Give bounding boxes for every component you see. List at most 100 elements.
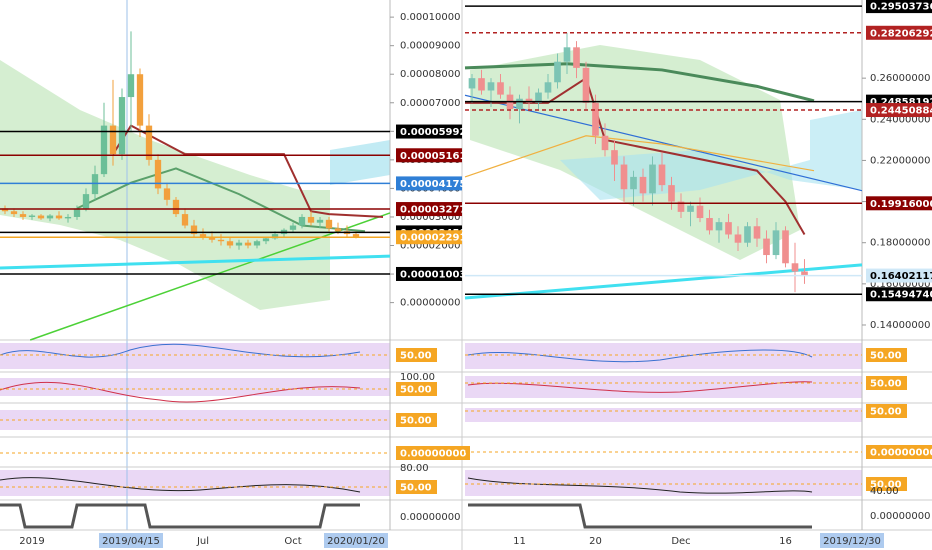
price-label-box (396, 124, 462, 139)
step-line (0, 503, 360, 529)
candle-body (649, 164, 656, 194)
candle-body (563, 47, 571, 62)
y-tick-label: 0.26000000 (870, 73, 930, 84)
candle-body (801, 271, 808, 276)
y-tick-label: 0.00010000 (400, 12, 460, 23)
candle-body (298, 216, 306, 226)
candle-body (791, 263, 799, 272)
indicator-line (464, 62, 815, 103)
level-label: 0.00000000 (400, 449, 466, 460)
indicator-line (0, 254, 391, 270)
band (0, 470, 390, 496)
candle-body (235, 242, 243, 246)
level-box (396, 446, 470, 460)
candle-body (763, 238, 770, 256)
y-tick-label: 0.18000000 (870, 238, 930, 249)
osc (467, 349, 813, 363)
price-label: 0.00002291 (400, 233, 466, 244)
candle-body (478, 78, 485, 91)
band (465, 470, 862, 496)
price-label-box (396, 148, 462, 163)
level-box (396, 413, 437, 427)
candle-body (289, 225, 297, 230)
candle-body (639, 176, 647, 194)
price-label-box (866, 103, 932, 118)
y-tick-label: 0.16000000 (870, 279, 930, 290)
level-label: 50.00 (400, 416, 432, 427)
level-box (866, 404, 907, 418)
candle-body (316, 219, 324, 223)
level-label: 50.00 (400, 483, 432, 494)
level-box (866, 477, 907, 491)
candle-body (334, 228, 342, 232)
y-tick-label: 0.00002000 (400, 241, 460, 252)
osc (0, 343, 361, 358)
price-label: 0.24450884 (870, 106, 932, 117)
candle-body (554, 61, 561, 83)
x-tick-label: 20 (589, 536, 602, 547)
candle-body (325, 219, 333, 229)
level-label: 50.00 (400, 385, 432, 396)
candle-body (582, 67, 590, 103)
level-box (866, 376, 907, 390)
candle-body (154, 159, 162, 189)
candle-body (73, 208, 81, 217)
candle-body (217, 239, 225, 242)
price-label-box (396, 230, 462, 245)
price-label: 0.24858192 (870, 97, 932, 108)
y-tick-label: 0.00003000 (400, 212, 460, 223)
candle-body (28, 215, 36, 217)
candle-body (687, 205, 694, 212)
osc (0, 477, 361, 493)
price-label-box (396, 176, 462, 191)
candle-body (544, 82, 552, 93)
candle-body (525, 98, 533, 103)
level-box (396, 348, 437, 362)
x-tick-label: 11 (513, 536, 526, 547)
level-label: 0.00000000 (400, 512, 460, 523)
level-label: 50.00 (870, 379, 902, 390)
price-label: 0.16402117 (870, 271, 932, 282)
x-label-box (324, 533, 388, 548)
y-tick-label: 0.00000000 (400, 298, 460, 309)
candle-body (190, 225, 198, 235)
x-tick-label: 2019/04/15 (102, 536, 160, 547)
candle-body (734, 234, 742, 243)
candle-body (262, 238, 270, 242)
candle-body (163, 188, 171, 200)
candle-body (497, 82, 504, 95)
x-tick-label: 2019/12/30 (823, 536, 881, 547)
candle-body (573, 47, 580, 68)
candle-body (118, 97, 126, 155)
y-tick-label: 0.24000000 (870, 114, 930, 125)
candle-body (172, 199, 180, 215)
candle-body (715, 222, 723, 231)
osc (467, 477, 813, 494)
price-label-box (866, 287, 932, 302)
x-tick-label: Oct (284, 536, 301, 547)
price-label: 0.00004175 (400, 179, 466, 190)
band (465, 408, 862, 422)
level-box (866, 348, 907, 362)
price-label: 0.19916000 (870, 199, 932, 210)
candle-body (82, 194, 90, 209)
candle-body (307, 216, 315, 223)
price-label-box (396, 202, 462, 217)
price-label-box (396, 266, 462, 281)
candle-body (516, 98, 523, 110)
price-label: 0.28206292 (870, 28, 932, 39)
level-label: 0.00000000 (870, 448, 932, 459)
candle-body (601, 135, 609, 151)
candle-body (706, 218, 713, 231)
candle-body (352, 234, 360, 237)
indicator-line (76, 167, 366, 233)
price-label: 0.00005992 (400, 127, 466, 138)
candle-body (1, 208, 9, 212)
indicator-line (464, 263, 863, 300)
candle-body (468, 78, 476, 89)
candle-body (630, 176, 637, 190)
band (465, 343, 862, 369)
indicator-line (464, 135, 815, 178)
candle-body (668, 185, 675, 202)
